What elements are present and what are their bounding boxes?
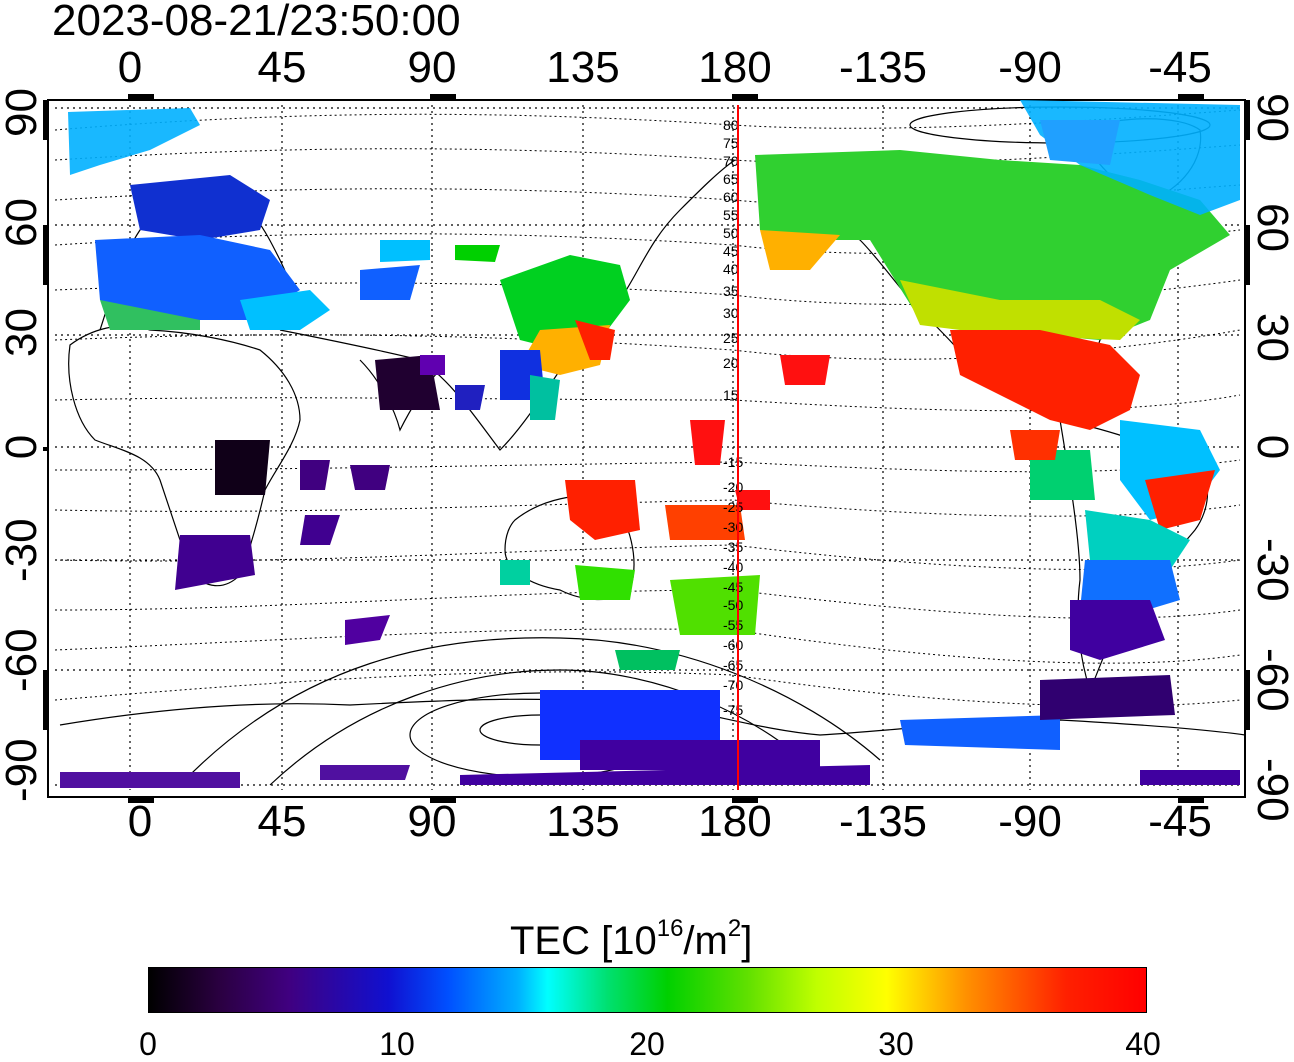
left-lat-label: -60 <box>0 628 46 692</box>
right-lat-label: 90 <box>1248 93 1294 142</box>
contour-label: -45 <box>723 579 743 595</box>
contour-label: 45 <box>723 243 739 259</box>
axis-tick-bars <box>43 94 1250 803</box>
contour-label: 20 <box>723 355 739 371</box>
contour-label: -50 <box>723 597 743 613</box>
top-lon-label: 180 <box>698 43 772 92</box>
right-lat-label: -30 <box>1248 538 1294 602</box>
contour-label: -30 <box>723 519 743 535</box>
contour-label: -35 <box>723 539 743 555</box>
top-lon-label: 135 <box>546 43 620 92</box>
contour-label: -40 <box>723 559 743 575</box>
tec-data-patches <box>60 100 1240 788</box>
colorbar-title-exponent: 16 <box>656 915 684 942</box>
colorbar-tick-label: 10 <box>379 1026 415 1062</box>
top-lon-label: 45 <box>257 43 307 92</box>
right-lat-label: -90 <box>1248 758 1294 822</box>
colorbar-title-unit-exponent: 2 <box>727 915 742 942</box>
left-lat-label: -90 <box>0 738 46 802</box>
contour-label: 60 <box>723 189 739 205</box>
colorbar-title-text: TEC [10 <box>510 919 657 963</box>
top-lon-label: -135 <box>838 43 928 92</box>
right-lat-label: 30 <box>1248 313 1294 362</box>
contour-label: 70 <box>723 153 739 169</box>
top-lon-label: 0 <box>117 43 143 92</box>
contour-label: -75 <box>723 702 743 718</box>
right-lat-label: 60 <box>1248 203 1294 252</box>
colorbar-tick-label: 0 <box>139 1026 157 1062</box>
colorbar-tick-label: 20 <box>629 1026 665 1062</box>
contour-label: 35 <box>723 283 739 299</box>
bottom-lon-label: 0 <box>127 797 153 846</box>
left-lat-label: 0 <box>0 434 46 460</box>
contour-label: 40 <box>723 261 739 277</box>
contour-label: -20 <box>723 479 743 495</box>
right-lat-label: -60 <box>1248 648 1294 712</box>
contour-label: 55 <box>723 207 739 223</box>
bottom-lon-label: -45 <box>1148 797 1212 846</box>
bottom-lon-label: -135 <box>838 797 928 846</box>
top-lon-label: -90 <box>998 43 1062 92</box>
colorbar-tick-label: 30 <box>878 1026 914 1062</box>
left-lat-label: 90 <box>0 88 46 137</box>
contour-label: 15 <box>723 387 739 403</box>
contour-label: 25 <box>723 330 739 346</box>
bottom-lon-label: 90 <box>407 797 457 846</box>
colorbar-tick-label: 40 <box>1125 1026 1161 1062</box>
right-lat-label: 0 <box>1248 434 1294 460</box>
left-lat-label: 30 <box>0 308 46 357</box>
bottom-lon-label: -90 <box>998 797 1062 846</box>
left-lat-label: -30 <box>0 518 46 582</box>
contour-label: 65 <box>723 171 739 187</box>
colorbar-title-bracket: ] <box>741 919 753 963</box>
top-lon-label: 90 <box>407 43 457 92</box>
top-lon-label: -45 <box>1148 43 1212 92</box>
contour-label: 30 <box>723 305 739 321</box>
contour-label: 80 <box>723 117 739 133</box>
contour-label: -65 <box>723 657 743 673</box>
contour-label: -15 <box>723 454 743 470</box>
bottom-lon-label: 135 <box>546 797 620 846</box>
contour-label: 75 <box>723 135 739 151</box>
colorbar-title: TEC [1016/m2] <box>510 905 752 965</box>
colorbar <box>148 967 1147 1013</box>
contour-label: -60 <box>723 637 743 653</box>
bottom-lon-label: 180 <box>698 797 772 846</box>
colorbar-title-unit: /m <box>683 919 728 963</box>
coast-africa <box>68 325 301 587</box>
contour-label: -70 <box>723 677 743 693</box>
contour-label: 50 <box>723 225 739 241</box>
tec-map: 80 75 70 65 60 55 50 45 40 35 30 25 20 1… <box>43 94 1250 803</box>
bottom-lon-label: 45 <box>257 797 307 846</box>
contour-label: -25 <box>723 499 743 515</box>
left-lat-label: 60 <box>0 198 46 247</box>
contour-label: -55 <box>723 617 743 633</box>
timestamp: 2023-08-21/23:50:00 <box>52 0 461 45</box>
